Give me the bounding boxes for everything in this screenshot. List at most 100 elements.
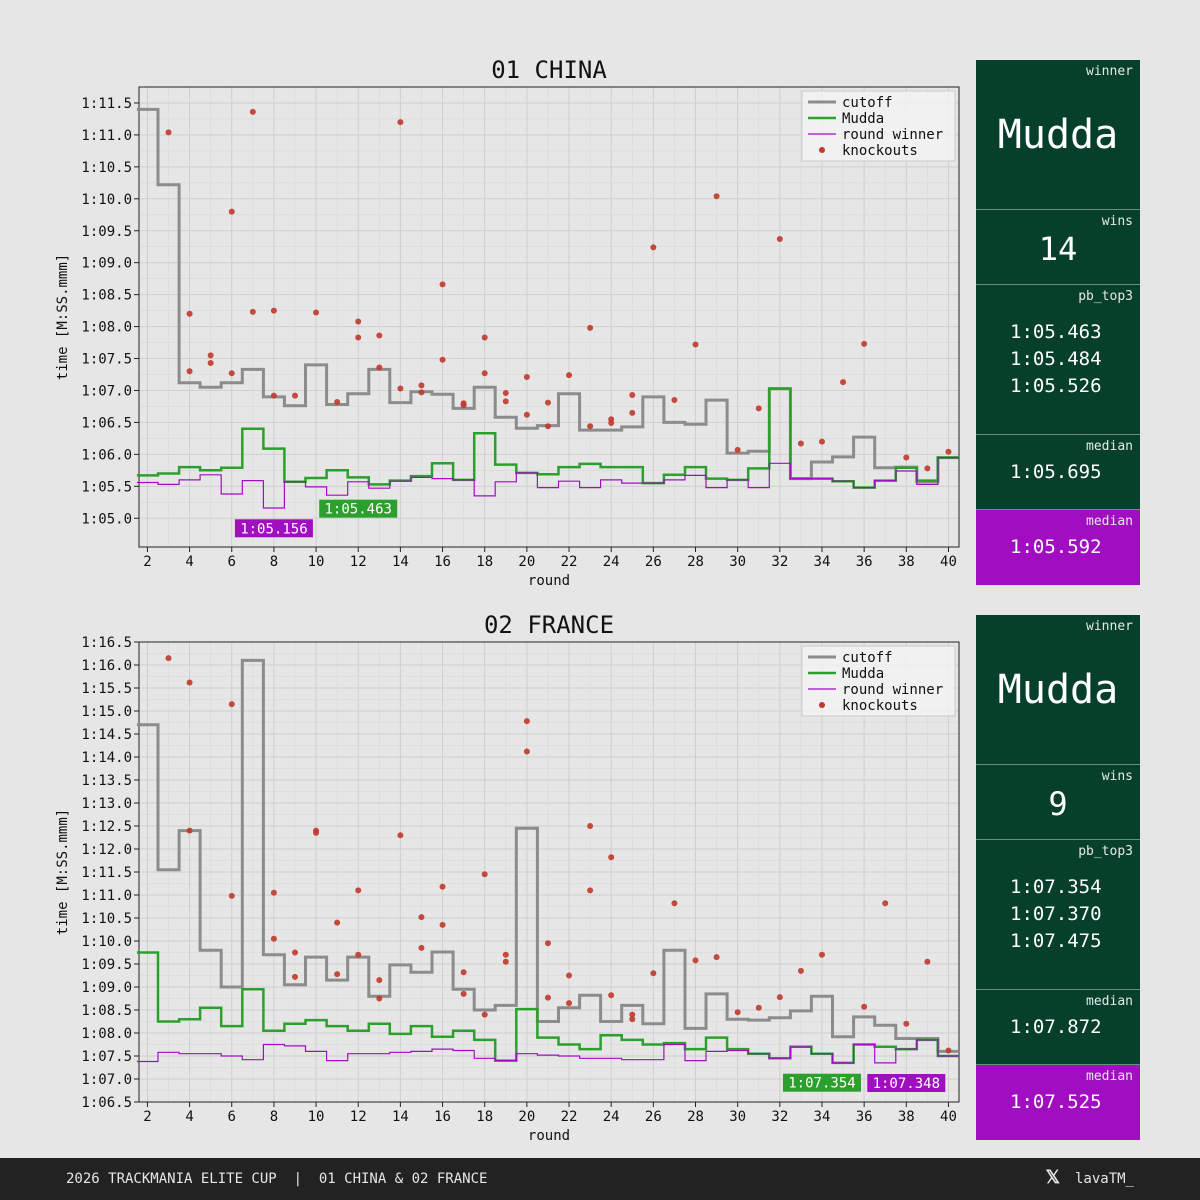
knockout-point — [882, 900, 889, 907]
y-tick-label: 1:08.0 — [81, 1026, 132, 1042]
knockout-point — [397, 385, 404, 392]
knockout-point — [650, 970, 657, 977]
knockout-point — [945, 1047, 952, 1054]
median-value: 1:05.695 — [1010, 461, 1102, 483]
knockout-point — [355, 334, 362, 341]
x-tick-label: 16 — [434, 554, 451, 570]
stats-panel-france: winner Mudda wins 9 pb_top3 1:07.354 1:0… — [976, 615, 1140, 1140]
knockout-point — [587, 823, 594, 829]
y-tick-label: 1:10.0 — [81, 192, 132, 208]
median-label: median — [1086, 439, 1133, 454]
x-tick-label: 34 — [814, 554, 831, 570]
y-tick-label: 1:16.0 — [81, 658, 132, 674]
knockout-point — [439, 356, 446, 363]
x-tick-label: 26 — [645, 1109, 662, 1125]
knockout-point — [439, 281, 446, 288]
knockout-point — [924, 465, 931, 472]
x-tick-label: 18 — [476, 554, 493, 570]
knockout-point — [481, 871, 488, 878]
knockout-point — [755, 405, 762, 412]
x-tick-label: 12 — [350, 1109, 367, 1125]
knockout-point — [523, 718, 530, 725]
knockout-point — [291, 949, 298, 956]
pb-top3-label: pb_top3 — [1078, 844, 1133, 859]
knockout-point — [439, 883, 446, 890]
x-tick-label: 12 — [350, 554, 367, 570]
knockout-point — [376, 332, 383, 339]
footer-handle[interactable]: lavaTM_ — [1074, 1171, 1134, 1187]
knockout-point — [313, 309, 320, 316]
knockout-point — [186, 368, 193, 375]
y-tick-label: 1:05.5 — [81, 479, 132, 495]
median-label: median — [1086, 994, 1133, 1009]
knockout-point — [207, 360, 214, 366]
knockout-point — [291, 973, 298, 980]
y-tick-label: 1:13.0 — [81, 796, 132, 812]
knockout-point — [186, 310, 193, 317]
knockout-point — [608, 854, 615, 861]
winner-median-cell: median 1:05.592 — [976, 510, 1140, 585]
median-cell: median 1:05.695 — [976, 435, 1140, 510]
pb-top3-3: 1:05.526 — [1010, 375, 1102, 397]
pb-badge-label: 1:05.156 — [240, 521, 307, 537]
x-axis-label: round — [528, 1128, 570, 1144]
x-tick-label: 8 — [270, 554, 278, 570]
knockout-point — [249, 308, 256, 315]
pb-top3-1: 1:07.354 — [1010, 876, 1102, 898]
y-tick-label: 1:06.5 — [81, 1095, 132, 1111]
knockout-point — [334, 919, 341, 926]
x-tick-label: 32 — [771, 1109, 788, 1125]
pb-top3-2: 1:07.370 — [1010, 903, 1102, 925]
knockout-point — [544, 994, 551, 1001]
x-tick-label: 30 — [729, 554, 746, 570]
knockout-point — [566, 372, 573, 379]
y-tick-label: 1:15.0 — [81, 704, 132, 720]
y-tick-label: 1:06.5 — [81, 415, 132, 431]
knockout-point — [481, 334, 488, 341]
x-tick-label: 24 — [603, 1109, 620, 1125]
series-round-winner — [136, 457, 959, 509]
x-tick-label: 4 — [185, 554, 193, 570]
knockout-point — [776, 994, 783, 1001]
knockout-point — [460, 969, 467, 976]
knockout-point — [692, 341, 699, 348]
knockout-point — [355, 318, 362, 325]
winner-median-label: median — [1086, 1069, 1133, 1084]
pb-badge-label: 1:07.354 — [788, 1076, 855, 1092]
winner-name: Mudda — [997, 112, 1119, 158]
y-tick-label: 1:11.0 — [81, 128, 132, 144]
knockout-point — [439, 921, 446, 928]
wins-label: wins — [1101, 214, 1133, 229]
x-tick-label: 36 — [856, 554, 873, 570]
y-tick-label: 1:07.5 — [81, 352, 132, 368]
y-tick-label: 1:11.5 — [81, 96, 132, 112]
knockout-point — [270, 307, 277, 314]
knockout-point — [587, 887, 594, 894]
knockout-point — [544, 423, 551, 430]
y-tick-label: 1:10.5 — [81, 160, 132, 176]
median-value: 1:07.872 — [1010, 1016, 1102, 1038]
knockout-point — [692, 957, 699, 964]
knockout-point — [671, 900, 678, 907]
knockout-point — [544, 940, 551, 947]
x-tick-label: 18 — [476, 1109, 493, 1125]
knockout-point — [270, 392, 277, 399]
knockout-point — [418, 944, 425, 951]
x-tick-label: 22 — [561, 1109, 578, 1125]
knockout-point — [629, 1011, 636, 1018]
y-tick-label: 1:12.5 — [81, 819, 132, 835]
x-tick-label: 20 — [518, 554, 535, 570]
knockout-point — [355, 887, 362, 894]
y-tick-label: 1:11.5 — [81, 865, 132, 881]
plot-frame — [138, 86, 960, 548]
knockout-point — [734, 1009, 741, 1016]
x-tick-label: 2 — [143, 554, 151, 570]
knockout-point — [376, 995, 383, 1002]
x-tick-label: 10 — [308, 554, 325, 570]
legend-entry: knockouts — [842, 143, 918, 159]
knockout-point — [924, 958, 931, 965]
y-tick-label: 1:08.5 — [81, 1003, 132, 1019]
knockout-point — [228, 370, 235, 377]
x-logo-icon[interactable]: 𝕏 — [1045, 1167, 1060, 1188]
pb-top3-cell: pb_top3 1:05.463 1:05.484 1:05.526 — [976, 285, 1140, 435]
